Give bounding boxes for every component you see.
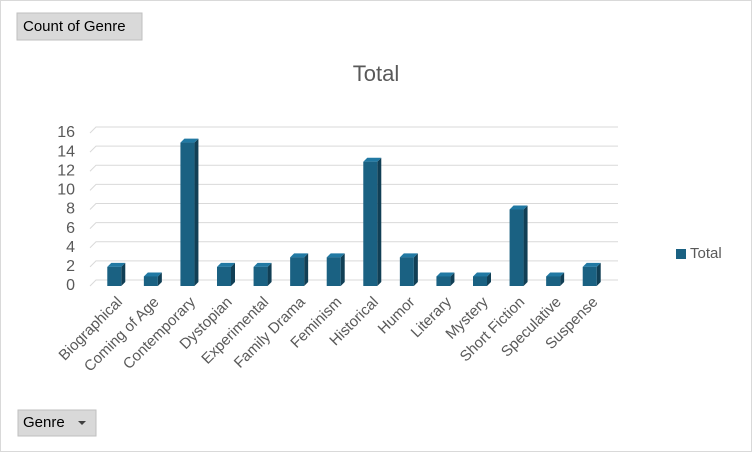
bar-top: [290, 253, 309, 258]
bar-top: [143, 272, 162, 277]
bar-side: [304, 253, 309, 286]
bar: [143, 276, 158, 286]
bar-side: [340, 253, 345, 286]
bar-top: [582, 262, 601, 267]
grid-line: [89, 126, 618, 134]
bar: [253, 266, 268, 286]
button-label: Count of Genre: [23, 18, 126, 35]
grid-line: [89, 260, 618, 268]
bar-side: [121, 262, 126, 286]
grid-line: [89, 203, 618, 210]
bar-side: [377, 157, 382, 286]
bar-top: [363, 157, 382, 162]
grid-line: [89, 222, 618, 229]
y-tick-label: 8: [66, 201, 75, 218]
bar-top: [509, 205, 528, 210]
bar: [326, 257, 341, 286]
bar-side: [231, 262, 235, 286]
grid-line: [89, 145, 618, 153]
y-tick-label: 10: [57, 182, 75, 199]
bar-side: [157, 272, 162, 286]
bar-top: [326, 253, 345, 258]
y-tick-label: 6: [66, 220, 75, 237]
bar-top: [546, 272, 565, 277]
bar: [399, 257, 414, 286]
y-tick-label: 2: [66, 258, 75, 275]
y-tick-label: 16: [57, 124, 75, 141]
bar-top: [180, 138, 199, 143]
dropdown-arrow: [78, 421, 86, 425]
bar: [546, 276, 561, 286]
bar-top: [217, 262, 235, 267]
bar-side: [413, 253, 418, 286]
bar-top: [399, 253, 418, 258]
bar: [107, 266, 122, 286]
legend-label: Total: [690, 245, 722, 262]
button-label: Genre: [23, 414, 65, 431]
y-tick-label: 0: [66, 277, 75, 294]
bar: [509, 209, 524, 286]
bar: [290, 257, 305, 286]
bar: [473, 276, 487, 286]
bar-side: [596, 262, 601, 286]
button-bg: [16, 12, 143, 41]
bar: [217, 266, 231, 286]
axis-field-button[interactable]: Genre: [17, 409, 97, 437]
bar-top: [253, 262, 272, 267]
grid-line: [89, 183, 618, 191]
grid-line: [89, 164, 618, 172]
y-tick-label: 12: [57, 162, 75, 179]
bar-side: [267, 262, 272, 286]
y-tick-label: 14: [57, 143, 75, 160]
grid-line: [89, 241, 618, 249]
bar-side: [194, 138, 199, 286]
value-field-button[interactable]: Count of Genre: [16, 12, 143, 41]
bar: [363, 161, 378, 286]
bar: [436, 276, 451, 286]
bar-side: [450, 272, 455, 286]
bar-top: [436, 272, 455, 277]
bar-side: [523, 205, 528, 286]
bar-side: [487, 272, 491, 286]
bar-top: [473, 272, 491, 277]
legend-swatch: [676, 249, 686, 259]
chart-title: Total: [353, 61, 399, 86]
bar-top: [107, 262, 126, 267]
bar: [582, 266, 597, 286]
bar-side: [560, 272, 565, 286]
y-tick-label: 4: [66, 239, 75, 256]
bar: [180, 142, 195, 286]
